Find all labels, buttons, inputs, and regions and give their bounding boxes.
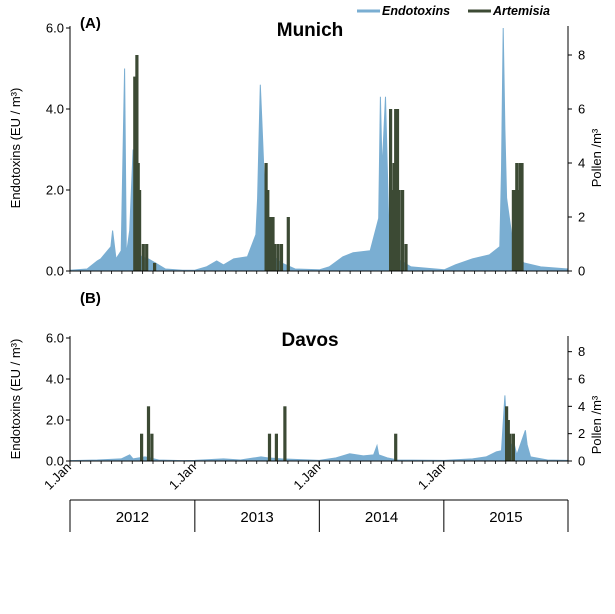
panel-label-a: (A)	[80, 15, 101, 32]
artemisia-bar-a-29	[520, 163, 524, 271]
artemisia-bar-b-0	[140, 433, 144, 461]
artemisia-bar-a-14	[279, 244, 284, 271]
artemisia-bar-b-2	[150, 433, 154, 461]
y-tick-label-right-a-1: 2	[578, 210, 585, 225]
year-label-2012: 2012	[116, 509, 149, 526]
artemisia-bar-b-9	[508, 433, 512, 461]
year-label-2014: 2014	[365, 509, 398, 526]
artemisia-bar-b-1	[146, 406, 151, 461]
artemisia-bar-a-4	[141, 244, 145, 271]
artemisia-bar-a-8	[266, 190, 270, 271]
y-axis-label-right-a: Pollen /m³	[589, 128, 604, 187]
y-tick-label-left-a-1: 2.0	[46, 183, 64, 198]
y-tick-label-left-a-0: 0.0	[46, 264, 64, 279]
artemisia-bar-a-0	[133, 76, 137, 271]
artemisia-bar-a-13	[276, 244, 280, 271]
y-tick-label-left-b-2: 4.0	[46, 372, 64, 387]
y-tick-label-right-b-2: 4	[578, 399, 585, 414]
y-tick-label-left-b-3: 6.0	[46, 331, 64, 346]
artemisia-bar-b-4	[274, 433, 278, 461]
y-axis-label-left-a: Endotoxins (EU / m³)	[8, 88, 23, 209]
y-tick-label-right-b-3: 6	[578, 372, 585, 387]
artemisia-bar-a-24	[511, 190, 515, 271]
legend: Endotoxins Artemisia	[357, 4, 550, 18]
artemisia-bar-a-25	[513, 190, 517, 271]
x-tick-label-3: 1.Jan	[415, 460, 448, 493]
artemisia-bar-a-26	[515, 163, 519, 271]
legend-label-endotoxins: Endotoxins	[382, 4, 450, 18]
artemisia-bar-b-7	[505, 406, 509, 461]
artemisia-bar-b-6	[394, 433, 398, 461]
panel-davos: (B) Davos 0.0 2.0 4.0 6.0 0 2 4 6 8 Endotoxins (…	[8, 290, 604, 469]
year-label-2013: 2013	[240, 509, 273, 526]
artemisia-bar-a-15	[286, 217, 290, 271]
y-axis-label-left-b: Endotoxins (EU / m³)	[8, 339, 23, 460]
legend-label-artemisia: Artemisia	[492, 4, 550, 18]
x-tick-label-2: 1.Jan	[290, 460, 323, 493]
artemisia-bar-a-23	[404, 244, 408, 271]
artemisia-bar-a-12	[273, 244, 277, 271]
artemisia-bar-a-28	[518, 163, 522, 271]
artemisia-bar-b-10	[511, 433, 515, 461]
y-tick-label-left-a-3: 6.0	[46, 21, 64, 36]
artemisia-bar-a-19	[394, 109, 398, 271]
artemisia-bar-a-21	[397, 190, 401, 271]
y-tick-label-right-a-3: 6	[578, 102, 585, 117]
artemisia-bar-a-10	[269, 244, 273, 271]
y-tick-label-right-a-0: 0	[578, 264, 585, 279]
panel-munich: (A) Munich 0.0 2.0 4.0 6.0 0 2 4 6 8 Endotoxins …	[8, 15, 604, 279]
y-tick-label-right-b-0: 0	[578, 454, 585, 469]
panel-label-b: (B)	[80, 290, 101, 307]
artemisia-bar-a-18	[392, 163, 396, 271]
year-label-2015: 2015	[489, 509, 522, 526]
artemisia-bar-a-16	[389, 109, 393, 271]
y-tick-label-right-a-4: 8	[578, 48, 585, 63]
artemisia-bar-a-6	[153, 262, 157, 271]
artemisia-bar-b-5	[283, 406, 287, 461]
chart-title-munich: Munich	[277, 20, 344, 41]
y-tick-label-left-b-0: 0.0	[46, 454, 64, 469]
series-endotoxins-a	[70, 27, 568, 272]
artemisia-bar-a-27	[516, 190, 521, 271]
chart-title-davos: Davos	[281, 330, 338, 351]
artemisia-bar-a-3	[138, 190, 142, 271]
y-tick-label-left-b-1: 2.0	[46, 413, 64, 428]
y-tick-label-left-a-2: 4.0	[46, 102, 64, 117]
x-tick-label-1: 1.Jan	[166, 460, 199, 493]
artemisia-bar-b-8	[506, 420, 510, 461]
artemisia-bar-a-11	[271, 217, 275, 271]
artemisia-bar-a-7	[264, 163, 268, 271]
y-tick-label-right-b-1: 2	[578, 426, 585, 441]
artemisia-bar-a-22	[401, 190, 405, 271]
y-tick-label-right-b-4: 8	[578, 344, 585, 359]
artemisia-bar-a-5	[145, 244, 149, 271]
artemisia-bar-b-3	[267, 433, 272, 461]
artemisia-bar-a-17	[390, 190, 394, 271]
y-tick-label-right-a-2: 4	[578, 156, 585, 171]
series-endotoxins-b	[70, 395, 568, 462]
y-axis-label-right-b: Pollen /m³	[589, 395, 604, 454]
artemisia-bar-a-20	[395, 109, 400, 271]
